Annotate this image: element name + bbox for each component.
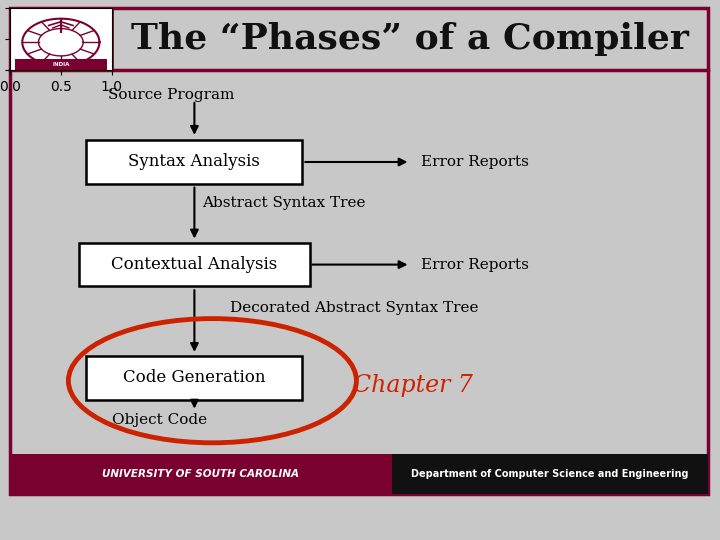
Bar — [10, 454, 392, 494]
Text: Decorated Abstract Syntax Tree: Decorated Abstract Syntax Tree — [230, 301, 479, 315]
Text: Object Code: Object Code — [112, 413, 207, 427]
Bar — [15, 59, 107, 70]
Bar — [392, 454, 708, 494]
Text: Contextual Analysis: Contextual Analysis — [112, 256, 277, 273]
Text: Error Reports: Error Reports — [421, 155, 529, 169]
Text: Chapter 7: Chapter 7 — [353, 374, 472, 396]
Text: The “Phases” of a Compiler: The “Phases” of a Compiler — [132, 22, 689, 56]
Bar — [86, 140, 302, 184]
Text: Error Reports: Error Reports — [421, 258, 529, 272]
Text: Abstract Syntax Tree: Abstract Syntax Tree — [202, 195, 365, 210]
Text: INDIA: INDIA — [52, 62, 70, 67]
Text: Source Program: Source Program — [108, 87, 235, 102]
Text: Code Generation: Code Generation — [123, 369, 266, 387]
Text: Department of Computer Science and Engineering: Department of Computer Science and Engin… — [411, 469, 689, 479]
Bar — [86, 356, 302, 400]
Bar — [10, 8, 112, 70]
Bar — [79, 243, 310, 286]
Text: UNIVERSITY OF SOUTH CAROLINA: UNIVERSITY OF SOUTH CAROLINA — [102, 469, 299, 479]
Text: Syntax Analysis: Syntax Analysis — [128, 153, 261, 171]
